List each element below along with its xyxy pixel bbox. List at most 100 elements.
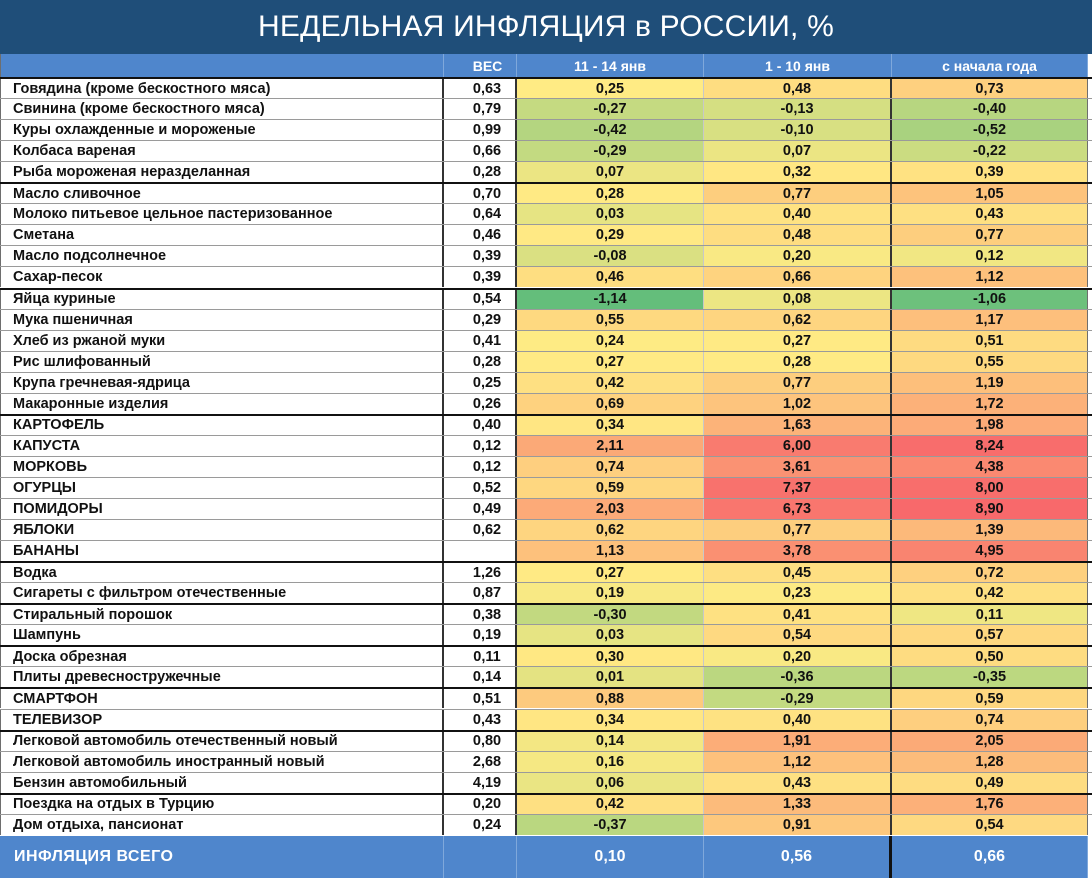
row-name: КАПУСТА xyxy=(0,435,444,456)
row-weight: 0,43 xyxy=(444,709,517,730)
row-value-ytd: 0,51 xyxy=(892,330,1088,351)
row-value-period-1: 0,16 xyxy=(517,751,704,772)
row-name: Хлеб из ржаной муки xyxy=(0,330,444,351)
row-name: Стиральный порошок xyxy=(0,605,444,625)
row-value-period-1: -0,08 xyxy=(517,246,704,267)
row-value-period-2: 0,48 xyxy=(704,79,892,99)
row-value-period-2: 1,02 xyxy=(704,393,892,414)
row-weight: 0,66 xyxy=(444,141,517,162)
row-value-period-1: 2,03 xyxy=(517,499,704,520)
row-value-period-2: 7,37 xyxy=(704,477,892,498)
table-row: Плиты древесностружечные 0,14 0,01 -0,36 -0,… xyxy=(0,666,1092,688)
row-value-period-1: 0,42 xyxy=(517,794,704,814)
row-value-period-2: -0,36 xyxy=(704,667,892,688)
row-value-ytd: 1,19 xyxy=(892,372,1088,393)
row-value-period-1: 0,07 xyxy=(517,162,704,183)
header-weight: ВЕС xyxy=(444,54,517,77)
row-name: Макаронные изделия xyxy=(0,393,444,414)
table-row: Доска обрезная 0,11 0,30 0,20 0,50 xyxy=(0,645,1092,667)
row-weight: 0,26 xyxy=(444,393,517,414)
row-value-period-1: -0,42 xyxy=(517,120,704,141)
row-value-period-1: 0,01 xyxy=(517,667,704,688)
table-row: Хлеб из ржаной муки 0,41 0,24 0,27 0,51 xyxy=(0,329,1092,351)
row-value-ytd: 1,72 xyxy=(892,393,1088,414)
row-name: СМАРТФОН xyxy=(0,689,444,709)
row-name: ЯБЛОКИ xyxy=(0,520,444,541)
row-weight: 0,63 xyxy=(444,79,517,99)
row-name: Яйца куриные xyxy=(0,289,444,309)
row-value-period-2: 0,20 xyxy=(704,647,892,667)
row-value-ytd: 0,55 xyxy=(892,351,1088,372)
table-row: ПОМИДОРЫ 0,49 2,03 6,73 8,90 xyxy=(0,498,1092,520)
row-value-period-2: 0,40 xyxy=(704,709,892,730)
table-row: Сметана 0,46 0,29 0,48 0,77 xyxy=(0,224,1092,246)
row-value-period-1: -1,14 xyxy=(517,289,704,309)
row-weight: 0,49 xyxy=(444,499,517,520)
row-value-period-2: 3,61 xyxy=(704,456,892,477)
header-period-1: 11 - 14 янв xyxy=(517,54,704,77)
row-value-period-2: 0,45 xyxy=(704,563,892,583)
row-value-ytd: 4,38 xyxy=(892,456,1088,477)
row-value-period-2: 1,33 xyxy=(704,794,892,814)
row-name: Сметана xyxy=(0,225,444,246)
table-row: СМАРТФОН 0,51 0,88 -0,29 0,59 xyxy=(0,687,1092,709)
row-name: Свинина (кроме бескостного мяса) xyxy=(0,99,444,120)
row-value-period-1: 0,42 xyxy=(517,372,704,393)
row-weight: 0,99 xyxy=(444,120,517,141)
row-value-ytd: -1,06 xyxy=(892,289,1088,309)
row-weight: 2,68 xyxy=(444,751,517,772)
row-value-period-2: 0,40 xyxy=(704,204,892,225)
row-value-period-2: 0,27 xyxy=(704,330,892,351)
table-header-row: ВЕС 11 - 14 янв 1 - 10 янв с начала года xyxy=(0,54,1092,77)
row-name: Поездка на отдых в Турцию xyxy=(0,794,444,814)
row-value-period-1: -0,27 xyxy=(517,99,704,120)
table-row: Макаронные изделия 0,26 0,69 1,02 1,72 xyxy=(0,392,1092,414)
row-name: Колбаса вареная xyxy=(0,141,444,162)
row-value-period-1: 0,14 xyxy=(517,731,704,751)
table-row: Поездка на отдых в Турцию 0,20 0,42 1,33 1,7… xyxy=(0,792,1092,814)
row-weight: 0,51 xyxy=(444,689,517,709)
row-name: Рыба мороженая неразделанная xyxy=(0,162,444,183)
row-value-ytd: 0,11 xyxy=(892,605,1088,625)
row-weight: 4,19 xyxy=(444,772,517,793)
row-name: Дом отдыха, пансионат xyxy=(0,814,444,835)
row-value-period-1: 0,74 xyxy=(517,456,704,477)
row-value-ytd: 1,28 xyxy=(892,751,1088,772)
row-name: КАРТОФЕЛЬ xyxy=(0,415,444,435)
row-name: Плиты древесностружечные xyxy=(0,667,444,688)
row-value-ytd: 0,73 xyxy=(892,79,1088,99)
table-row: Рыба мороженая неразделанная 0,28 0,07 0,32… xyxy=(0,161,1092,183)
row-weight: 0,28 xyxy=(444,351,517,372)
header-ytd: с начала года xyxy=(892,54,1088,77)
row-value-ytd: 0,57 xyxy=(892,625,1088,646)
row-value-period-2: 0,91 xyxy=(704,814,892,835)
row-name: Крупа гречневая-ядрица xyxy=(0,372,444,393)
row-name: ОГУРЦЫ xyxy=(0,477,444,498)
total-weight xyxy=(444,835,517,878)
row-value-ytd: 0,54 xyxy=(892,814,1088,835)
table-row: Говядина (кроме бескостного мяса) 0,63 0,2… xyxy=(0,77,1092,99)
row-name: Сигареты с фильтром отечественные xyxy=(0,583,444,604)
row-value-period-1: 0,29 xyxy=(517,225,704,246)
row-value-period-2: -0,10 xyxy=(704,120,892,141)
row-value-ytd: 0,42 xyxy=(892,583,1088,604)
table-row: БАНАНЫ 1,13 3,78 4,95 xyxy=(0,540,1092,562)
table-row: ЯБЛОКИ 0,62 0,62 0,77 1,39 xyxy=(0,519,1092,541)
total-value-period-2: 0,56 xyxy=(704,835,892,878)
row-value-period-1: 0,34 xyxy=(517,415,704,435)
row-value-period-2: 6,00 xyxy=(704,435,892,456)
row-weight: 0,20 xyxy=(444,794,517,814)
table-row: Куры охлажденные и мороженые 0,99 -0,42 -0,… xyxy=(0,119,1092,141)
row-name: Масло подсолнечное xyxy=(0,246,444,267)
row-weight: 0,24 xyxy=(444,814,517,835)
row-value-ytd: 0,50 xyxy=(892,647,1088,667)
row-value-period-2: 0,48 xyxy=(704,225,892,246)
row-name: Шампунь xyxy=(0,625,444,646)
total-value-period-1: 0,10 xyxy=(517,835,704,878)
row-value-ytd: 0,72 xyxy=(892,563,1088,583)
table-row: Яйца куриные 0,54 -1,14 0,08 -1,06 xyxy=(0,287,1092,309)
table-row: Водка 1,26 0,27 0,45 0,72 xyxy=(0,561,1092,583)
row-name: Легковой автомобиль иностранный новый xyxy=(0,751,444,772)
row-weight: 0,52 xyxy=(444,477,517,498)
row-value-ytd: 1,39 xyxy=(892,520,1088,541)
